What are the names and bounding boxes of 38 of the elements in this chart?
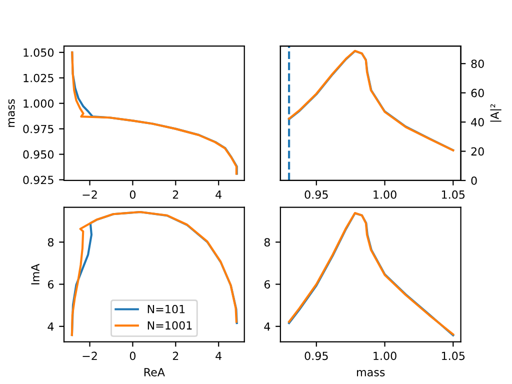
y2-tick-label: 60 <box>471 88 484 98</box>
x-tick-label: 4 <box>216 190 222 199</box>
x-tick-label: 0.95 <box>304 190 328 199</box>
y2-tick-label: 20 <box>471 147 484 156</box>
y-tick-label: 0.950 <box>23 150 54 159</box>
y-axis-title: mass <box>8 99 15 127</box>
x-tick-label: 1.00 <box>374 352 396 360</box>
x-tick-label: 0 <box>130 190 136 199</box>
legend-label: N=1001 <box>148 321 192 330</box>
y-axis-title: ImA <box>31 264 40 284</box>
x-tick-label: 1.05 <box>442 190 465 199</box>
y-tick-label: 4 <box>48 322 54 331</box>
y-tick-label: 8 <box>264 238 270 246</box>
x-tick-label: −2 <box>82 190 97 199</box>
x-tick-label: 1.05 <box>442 352 465 360</box>
y2-axis-title: |A|² <box>490 104 502 122</box>
y-tick-label: 1.050 <box>24 48 54 57</box>
y-tick-label: 1.000 <box>24 99 54 108</box>
y-tick-label: 6 <box>264 280 270 289</box>
y-tick-label: 6 <box>48 280 54 289</box>
y2-tick-label: 0 <box>471 176 477 185</box>
y-tick-label: 4 <box>264 322 270 331</box>
y-tick-label: 0.925 <box>23 176 54 184</box>
x-tick-label: 0 <box>130 352 136 360</box>
y-tick-label: 0.975 <box>23 124 54 134</box>
x-tick-label: 4 <box>216 352 222 360</box>
x-tick-label: −2 <box>82 352 97 360</box>
x-tick-label: 1.00 <box>374 190 396 199</box>
x-tick-label: 2 <box>172 352 178 360</box>
x-tick-label: 0.95 <box>304 352 328 360</box>
y-tick-label: 8 <box>48 238 54 246</box>
y-tick-label: 1.025 <box>24 74 54 82</box>
legend-label: N=101 <box>148 304 185 314</box>
y2-tick-label: 80 <box>471 60 484 68</box>
x-axis-title: mass <box>357 370 385 376</box>
x-tick-label: 2 <box>172 190 178 199</box>
y2-tick-label: 40 <box>471 118 484 126</box>
x-axis-title: ReA <box>144 368 165 376</box>
